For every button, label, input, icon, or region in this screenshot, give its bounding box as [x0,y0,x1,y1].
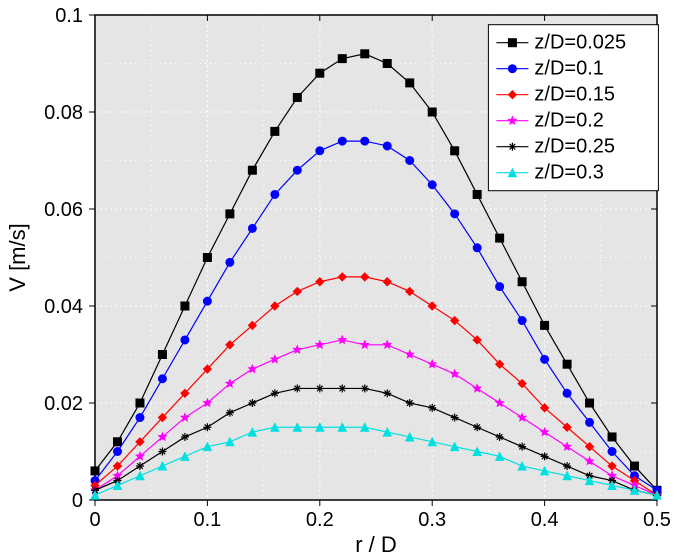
legend-label: z/D=0.15 [534,84,615,106]
ytick-label: 0 [72,490,83,512]
x-axis-label: r / D [355,532,397,557]
legend-label: z/D=0.3 [534,162,603,184]
xtick-label: 0.3 [418,509,446,531]
xtick-label: 0.2 [306,509,334,531]
ytick-label: 0.02 [44,393,83,415]
y-axis-label: V [m/s] [5,223,30,291]
xtick-label: 0.1 [193,509,221,531]
legend-label: z/D=0.1 [534,58,603,80]
ytick-label: 0.08 [44,102,83,124]
legend-label: z/D=0.025 [534,32,626,54]
legend-label: z/D=0.25 [534,136,615,158]
xtick-label: 0 [89,509,100,531]
legend-label: z/D=0.2 [534,110,603,132]
chart-container: 0 0.1 0.2 0.3 0.4 0.5 0 0.02 0.04 0.06 0.08 0.1 r / … [0,0,677,559]
xtick-label: 0.5 [643,509,671,531]
ytick-label: 0.04 [44,296,83,318]
xtick-label: 0.4 [531,509,559,531]
legend: z/D=0.025 z/D=0.1 z/D=0.15 z/D=0.2 z/D=0.25 z… [488,25,658,191]
ytick-label: 0.1 [55,5,83,27]
chart-svg: 0 0.1 0.2 0.3 0.4 0.5 0 0.02 0.04 0.06 0.08 0.1 r / … [0,0,677,559]
ytick-label: 0.06 [44,199,83,221]
